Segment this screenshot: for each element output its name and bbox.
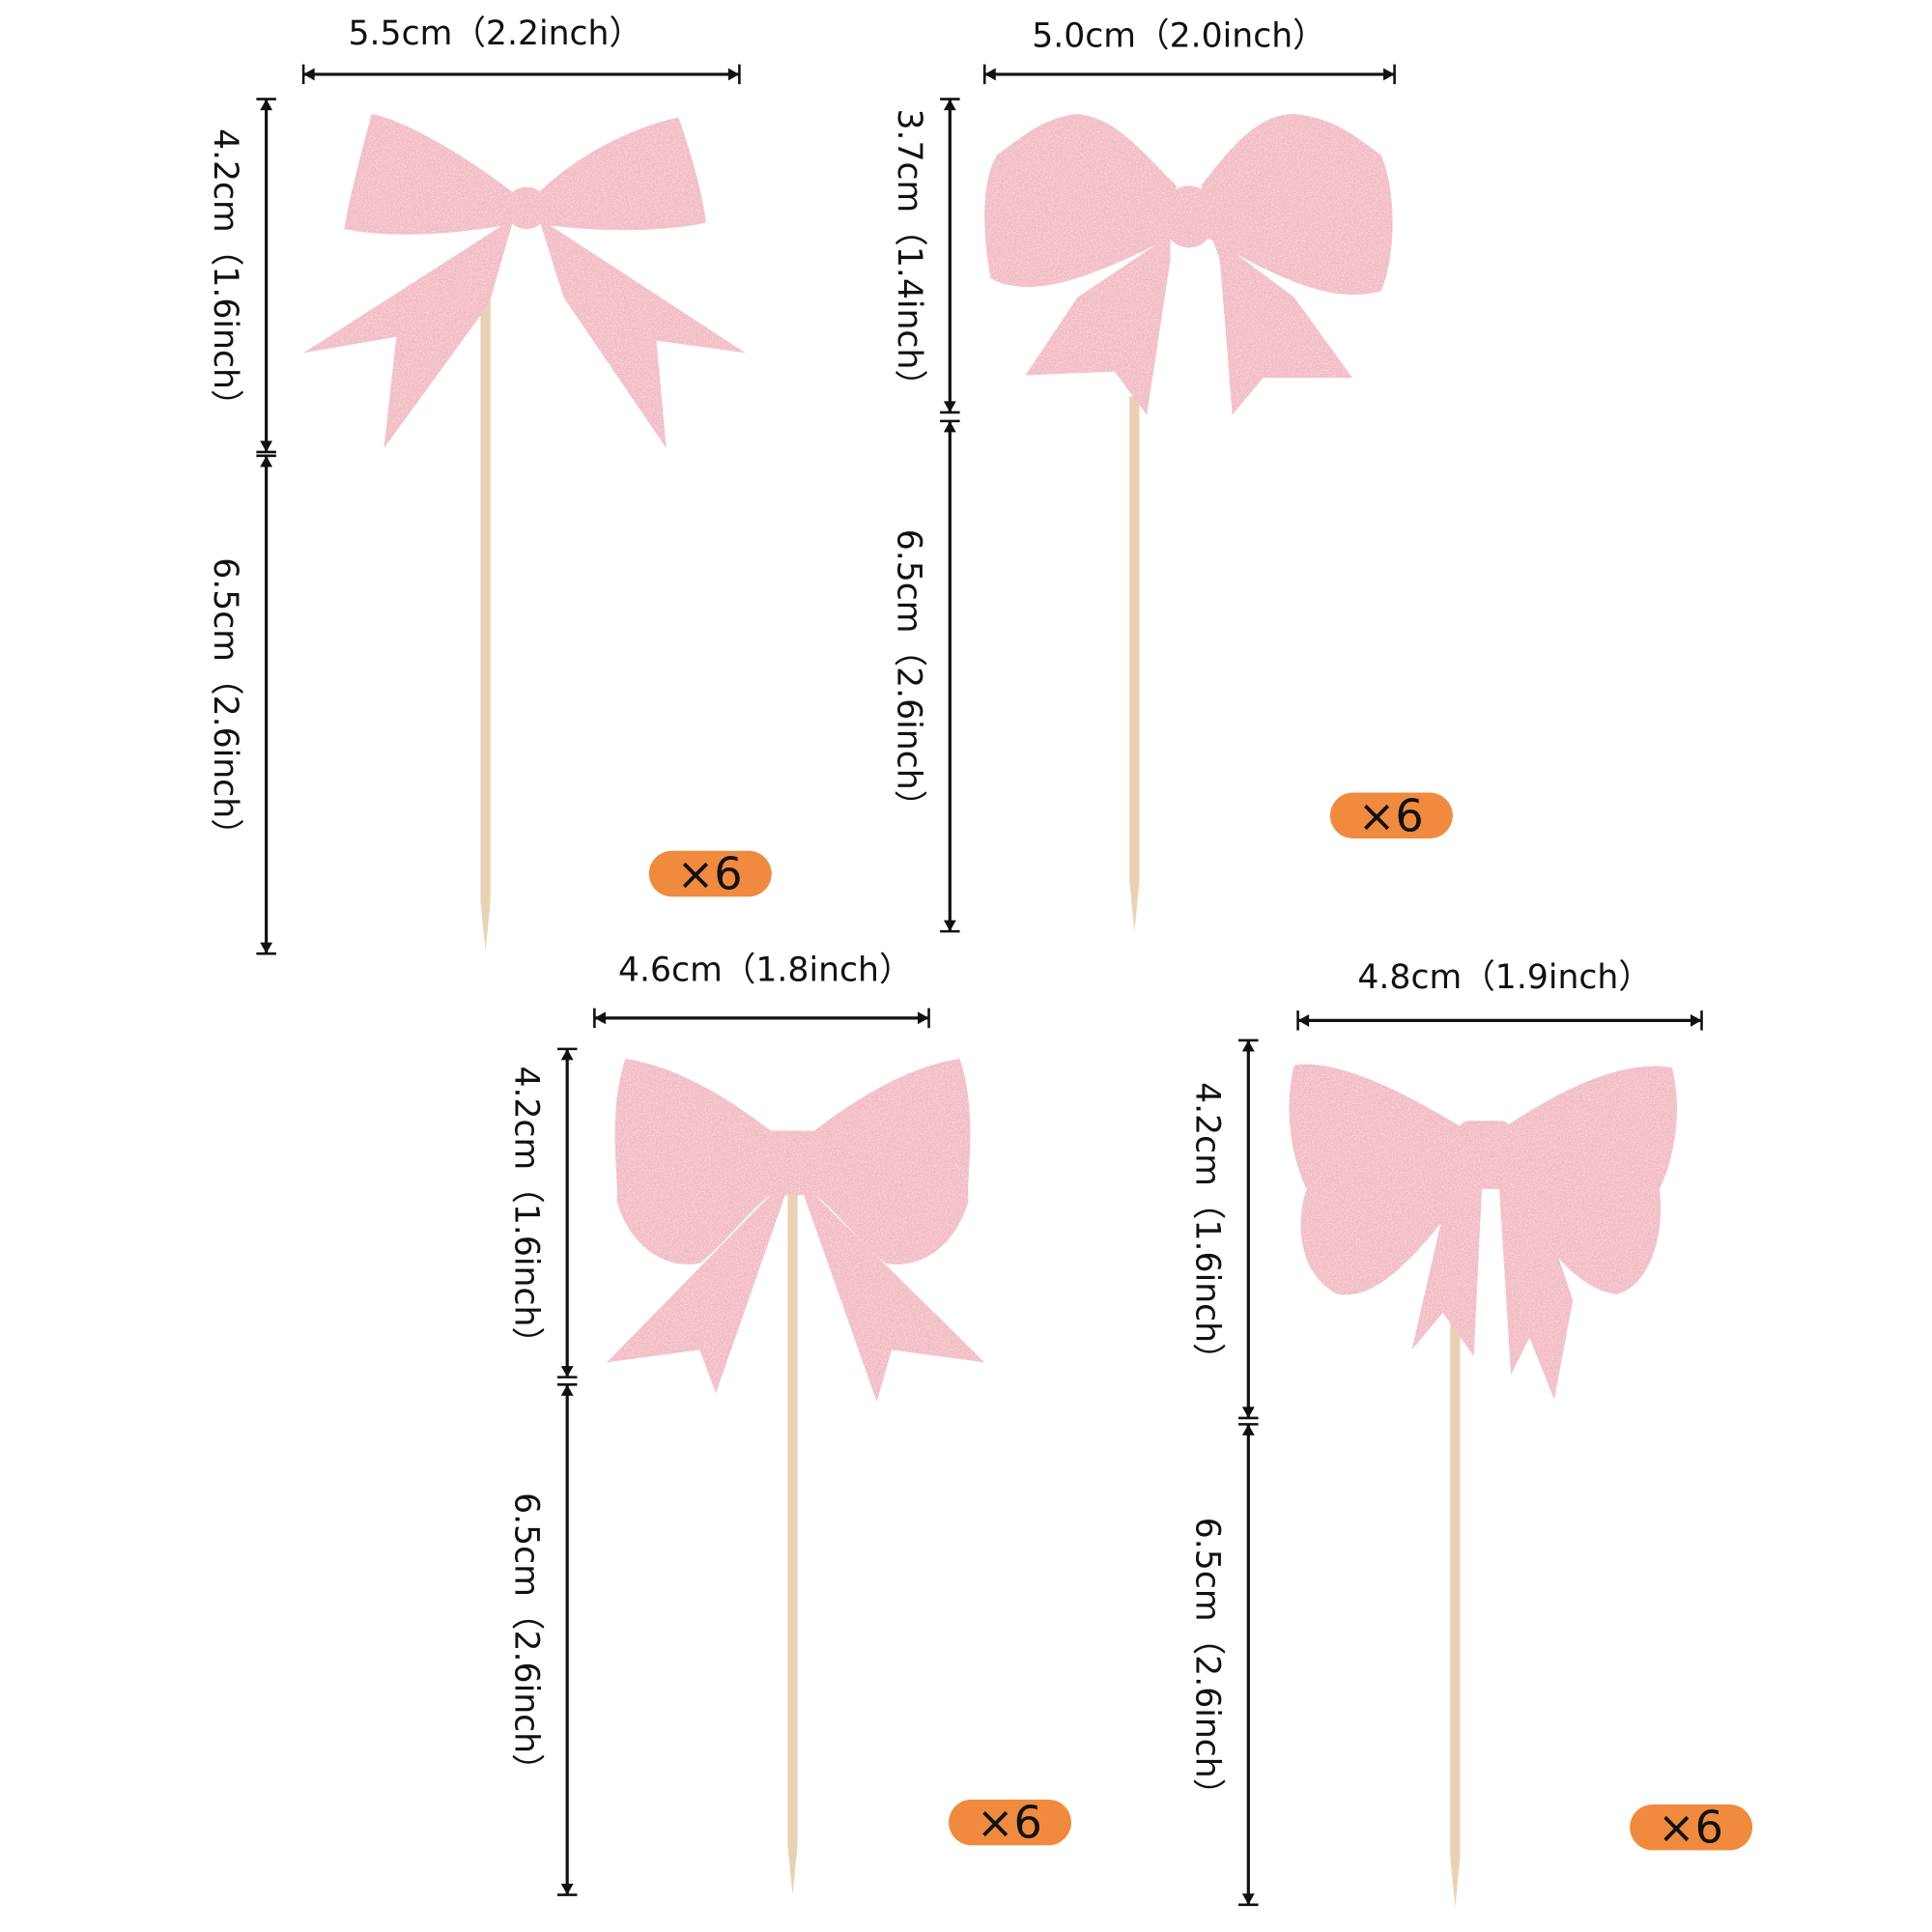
width-dimension-arrow	[1296, 1010, 1703, 1031]
top-height-dimension-arrow	[256, 98, 276, 454]
width-label: 4.6cm（1.8inch）	[618, 951, 913, 989]
width-dimension-arrow	[593, 1008, 930, 1029]
stick-length-label: 6.5cm（2.6inch）	[890, 529, 928, 824]
width-label: 5.5cm（2.2inch）	[349, 14, 643, 53]
width-dimension-arrow	[982, 64, 1396, 85]
width-label: 4.8cm（1.9inch）	[1357, 958, 1652, 997]
quantity-label: ×6	[1358, 789, 1424, 841]
stick-length-dimension-arrow	[256, 454, 276, 955]
quantity-label: ×6	[677, 848, 743, 900]
stick-length-label: 6.5cm（2.6inch）	[1188, 1518, 1227, 1812]
quantity-badge: ×6	[1630, 1802, 1753, 1854]
quantity-label: ×6	[977, 1797, 1042, 1849]
top-height-label: 4.2cm（1.6inch）	[507, 1065, 546, 1360]
top-height-label: 4.2cm（1.6inch）	[1188, 1082, 1227, 1377]
toothpick-stick	[1129, 396, 1140, 932]
top-height-label: 3.7cm（1.4inch）	[890, 108, 928, 403]
top-height-label: 4.2cm（1.6inch）	[206, 128, 244, 423]
toothpick-stick	[480, 284, 491, 952]
width-label: 5.0cm（2.0inch）	[1032, 17, 1326, 56]
stick-length-dimension-arrow	[1238, 1423, 1259, 1907]
quantity-badge: ×6	[648, 848, 772, 900]
bow-topper-2	[984, 113, 1393, 415]
stick-length-label: 6.5cm（2.6inch）	[206, 557, 244, 852]
toothpick-stick	[1450, 1312, 1461, 1908]
quantity-label: ×6	[1658, 1802, 1723, 1854]
stick-length-dimension-arrow	[940, 419, 960, 933]
stick-length-label: 6.5cm（2.6inch）	[507, 1492, 546, 1787]
toothpick-stick	[787, 1188, 798, 1895]
bow-topper-3	[607, 1059, 985, 1403]
width-dimension-arrow	[301, 64, 741, 85]
bow-topper-1	[303, 113, 746, 449]
top-height-dimension-arrow	[556, 1047, 578, 1378]
quantity-badge: ×6	[1329, 789, 1453, 841]
stick-length-dimension-arrow	[556, 1383, 578, 1896]
top-height-dimension-arrow	[1238, 1038, 1259, 1420]
quantity-badge: ×6	[949, 1797, 1071, 1849]
top-height-dimension-arrow	[940, 98, 960, 414]
bow-topper-4	[1289, 1064, 1678, 1400]
